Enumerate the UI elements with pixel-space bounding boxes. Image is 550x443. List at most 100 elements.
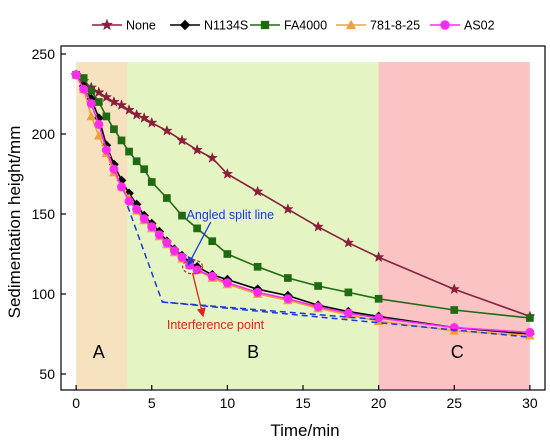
data-point-none	[108, 95, 120, 107]
legend-label-as02: AS02	[464, 19, 495, 33]
data-point-none	[100, 91, 113, 103]
data-point-as02	[101, 145, 111, 155]
x-tick-label: 0	[72, 395, 80, 411]
data-point-as02	[207, 271, 217, 281]
data-point-fa4000	[132, 157, 141, 166]
axes-layer: 0 5 10 15 20 25 30 50 100 150 200 250	[32, 45, 546, 411]
data-point-none	[342, 236, 355, 248]
data-point-as02	[449, 323, 459, 333]
data-point-fa4000	[79, 74, 88, 82]
split-line-extension	[162, 301, 530, 338]
legend-marker-n1134s	[179, 19, 191, 31]
data-point-none	[251, 185, 264, 197]
data-point-fa4000	[178, 211, 186, 220]
data-point-as02	[169, 246, 179, 256]
data-point-as02	[94, 119, 104, 129]
x-tick-label: 10	[220, 395, 236, 411]
x-tick-label: 15	[295, 395, 311, 411]
x-tick-label: 30	[522, 395, 538, 411]
legend-item-n1134s: N1134S	[170, 19, 248, 33]
data-point-n1134s	[101, 140, 112, 150]
data-point-fa4000	[208, 237, 217, 246]
data-point-as02	[147, 222, 157, 232]
region-label-c: C	[451, 342, 464, 362]
split-line-pointer	[187, 221, 212, 267]
y-tick-label: 250	[32, 46, 56, 62]
data-point-fa4000	[125, 147, 133, 156]
data-point-fa4000	[110, 125, 118, 134]
legend-item-781-8-25: 781-8-25	[336, 19, 420, 33]
data-point-as02	[253, 287, 263, 297]
data-point-none	[161, 124, 173, 136]
data-point-fa4000	[344, 288, 353, 297]
legend-item-none: None	[92, 19, 156, 33]
data-point-fa4000	[526, 314, 534, 322]
data-point-none	[312, 220, 324, 232]
legend-label-none: None	[126, 19, 156, 33]
x-tick-label: 25	[446, 395, 462, 411]
data-point-as02	[525, 327, 535, 337]
data-point-fa4000	[223, 250, 232, 258]
data-point-as02	[162, 238, 172, 248]
regions-layer: A B C	[76, 62, 530, 389]
data-point-none	[448, 283, 460, 295]
series-layer	[70, 68, 536, 340]
data-point-as02	[313, 302, 323, 312]
split-line-label: Angled split line	[187, 208, 275, 222]
data-point-none	[123, 103, 135, 115]
data-point-as02	[222, 278, 232, 288]
data-point-n1134s	[116, 175, 127, 186]
data-point-781-8-25	[94, 130, 104, 140]
legend-item-fa4000: FA4000	[250, 19, 327, 33]
legend-marker-fa4000	[260, 20, 270, 30]
data-point-as02	[71, 70, 81, 80]
data-point-fa4000	[163, 194, 171, 202]
y-tick-label: 200	[32, 126, 56, 142]
interference-label: Interference point	[167, 318, 265, 332]
data-point-as02	[374, 313, 384, 323]
interference-circle	[181, 259, 204, 275]
data-point-fa4000	[87, 86, 96, 95]
region-c	[378, 62, 530, 389]
data-point-as02	[177, 252, 187, 262]
y-tick-label: 100	[32, 286, 56, 302]
data-point-fa4000	[117, 136, 126, 145]
region-label-a: A	[93, 342, 105, 362]
data-point-none	[138, 111, 150, 123]
data-point-fa4000	[284, 274, 292, 282]
y-tick-label: 150	[32, 206, 56, 222]
legend-label-fa4000: FA4000	[284, 19, 327, 33]
y-axis-title: Sedimentation height/mm	[5, 126, 24, 319]
data-point-as02	[154, 230, 164, 240]
data-point-781-8-25	[86, 111, 97, 121]
data-point-as02	[117, 182, 126, 192]
data-point-fa4000	[374, 294, 383, 303]
data-point-as02	[109, 164, 119, 174]
data-point-none	[221, 167, 234, 179]
data-point-fa4000	[94, 98, 103, 106]
data-point-fa4000	[314, 282, 322, 290]
data-point-as02	[86, 99, 96, 109]
x-axis-title: Time/min	[270, 421, 339, 440]
x-tick-label: 5	[148, 395, 156, 411]
data-point-none	[282, 203, 294, 215]
data-point-fa4000	[193, 224, 201, 233]
series-as02	[71, 70, 535, 337]
legend: None N1134S FA4000 781-8-25 AS02	[92, 19, 495, 33]
legend-label-n1134s: N1134S	[204, 19, 248, 33]
data-point-fa4000	[253, 262, 262, 271]
legend-item-as02: AS02	[430, 19, 495, 33]
x-tick-label: 20	[371, 395, 387, 411]
data-point-fa4000	[102, 112, 111, 121]
legend-label-781-8-25: 781-8-25	[370, 19, 420, 33]
data-point-fa4000	[140, 165, 149, 174]
data-point-as02	[343, 308, 353, 318]
data-point-as02	[79, 84, 89, 94]
interference-pointer	[191, 273, 206, 318]
data-point-fa4000	[450, 306, 459, 314]
data-point-fa4000	[147, 178, 156, 186]
data-point-as02	[124, 196, 134, 206]
region-a	[76, 62, 128, 389]
annotations-layer: Angled split line Interference point	[126, 205, 530, 338]
